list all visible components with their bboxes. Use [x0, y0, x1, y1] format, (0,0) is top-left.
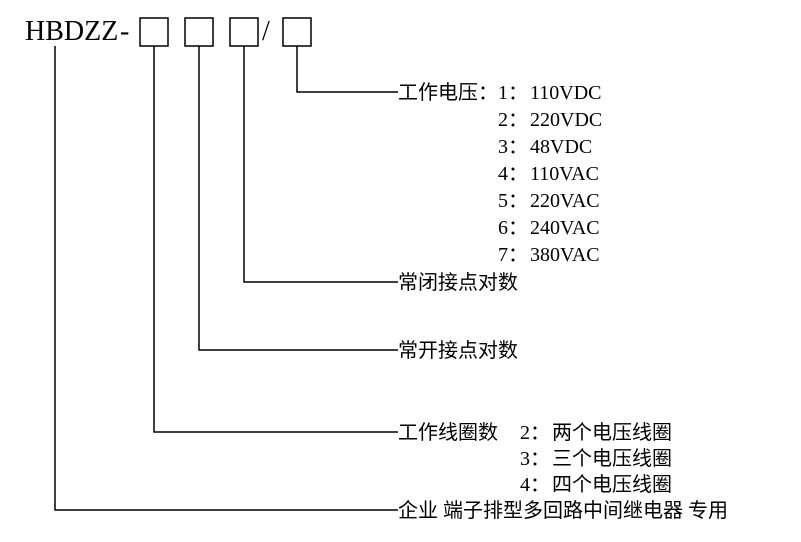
voltage-option-key: 1：: [498, 82, 528, 104]
label-nc: 常闭接点对数: [398, 271, 518, 294]
voltage-option-key: 7：: [498, 244, 528, 266]
voltage-option-value: 110VAC: [530, 163, 599, 185]
voltage-option-value: 48VDC: [530, 136, 592, 158]
connector-nc: [244, 46, 398, 282]
voltage-option-key: 5：: [498, 190, 528, 212]
voltage-option-key: 4：: [498, 163, 528, 185]
connector-voltage: [297, 46, 398, 92]
voltage-option-key: 6：: [498, 217, 528, 239]
coil-option-key: 2：: [520, 422, 550, 444]
label-voltage: 工作电压：: [398, 81, 498, 104]
voltage-option-key: 2：: [498, 109, 528, 131]
voltage-option-key: 3：: [498, 136, 528, 158]
code-box-4: [283, 18, 311, 46]
code-box-3: [230, 18, 258, 46]
code-sep1: -: [120, 16, 129, 47]
code-prefix: HBDZZ: [25, 16, 118, 47]
label-coil: 工作线圈数: [398, 421, 498, 444]
connector-coil: [154, 46, 398, 432]
voltage-option-value: 240VAC: [530, 217, 600, 239]
voltage-option-value: 380VAC: [530, 244, 600, 266]
coil-option-value: 四个电压线圈: [552, 473, 672, 496]
coil-options: 2：两个电压线圈3：三个电压线圈4：四个电压线圈: [520, 421, 672, 496]
voltage-option-value: 220VDC: [530, 109, 602, 131]
coil-option-value: 两个电压线圈: [552, 421, 672, 444]
voltage-options: 1：110VDC2：220VDC3：48VDC4：110VAC5：220VAC6…: [498, 82, 602, 266]
code-box-2: [185, 18, 213, 46]
code-sep2: /: [262, 16, 270, 47]
model-code-diagram: HBDZZ - / 工作电压： 常闭接点对数 常开接点对数 工作线圈数 企业 端…: [0, 0, 801, 542]
label-no: 常开接点对数: [398, 339, 518, 362]
coil-option-key: 3：: [520, 448, 550, 470]
connector-enterprise: [55, 46, 398, 510]
label-enterprise: 企业 端子排型多回路中间继电器 专用: [398, 499, 728, 522]
coil-option-value: 三个电压线圈: [552, 447, 672, 470]
code-box-1: [140, 18, 168, 46]
voltage-option-value: 110VDC: [530, 82, 601, 104]
voltage-option-value: 220VAC: [530, 190, 600, 212]
coil-option-key: 4：: [520, 474, 550, 496]
